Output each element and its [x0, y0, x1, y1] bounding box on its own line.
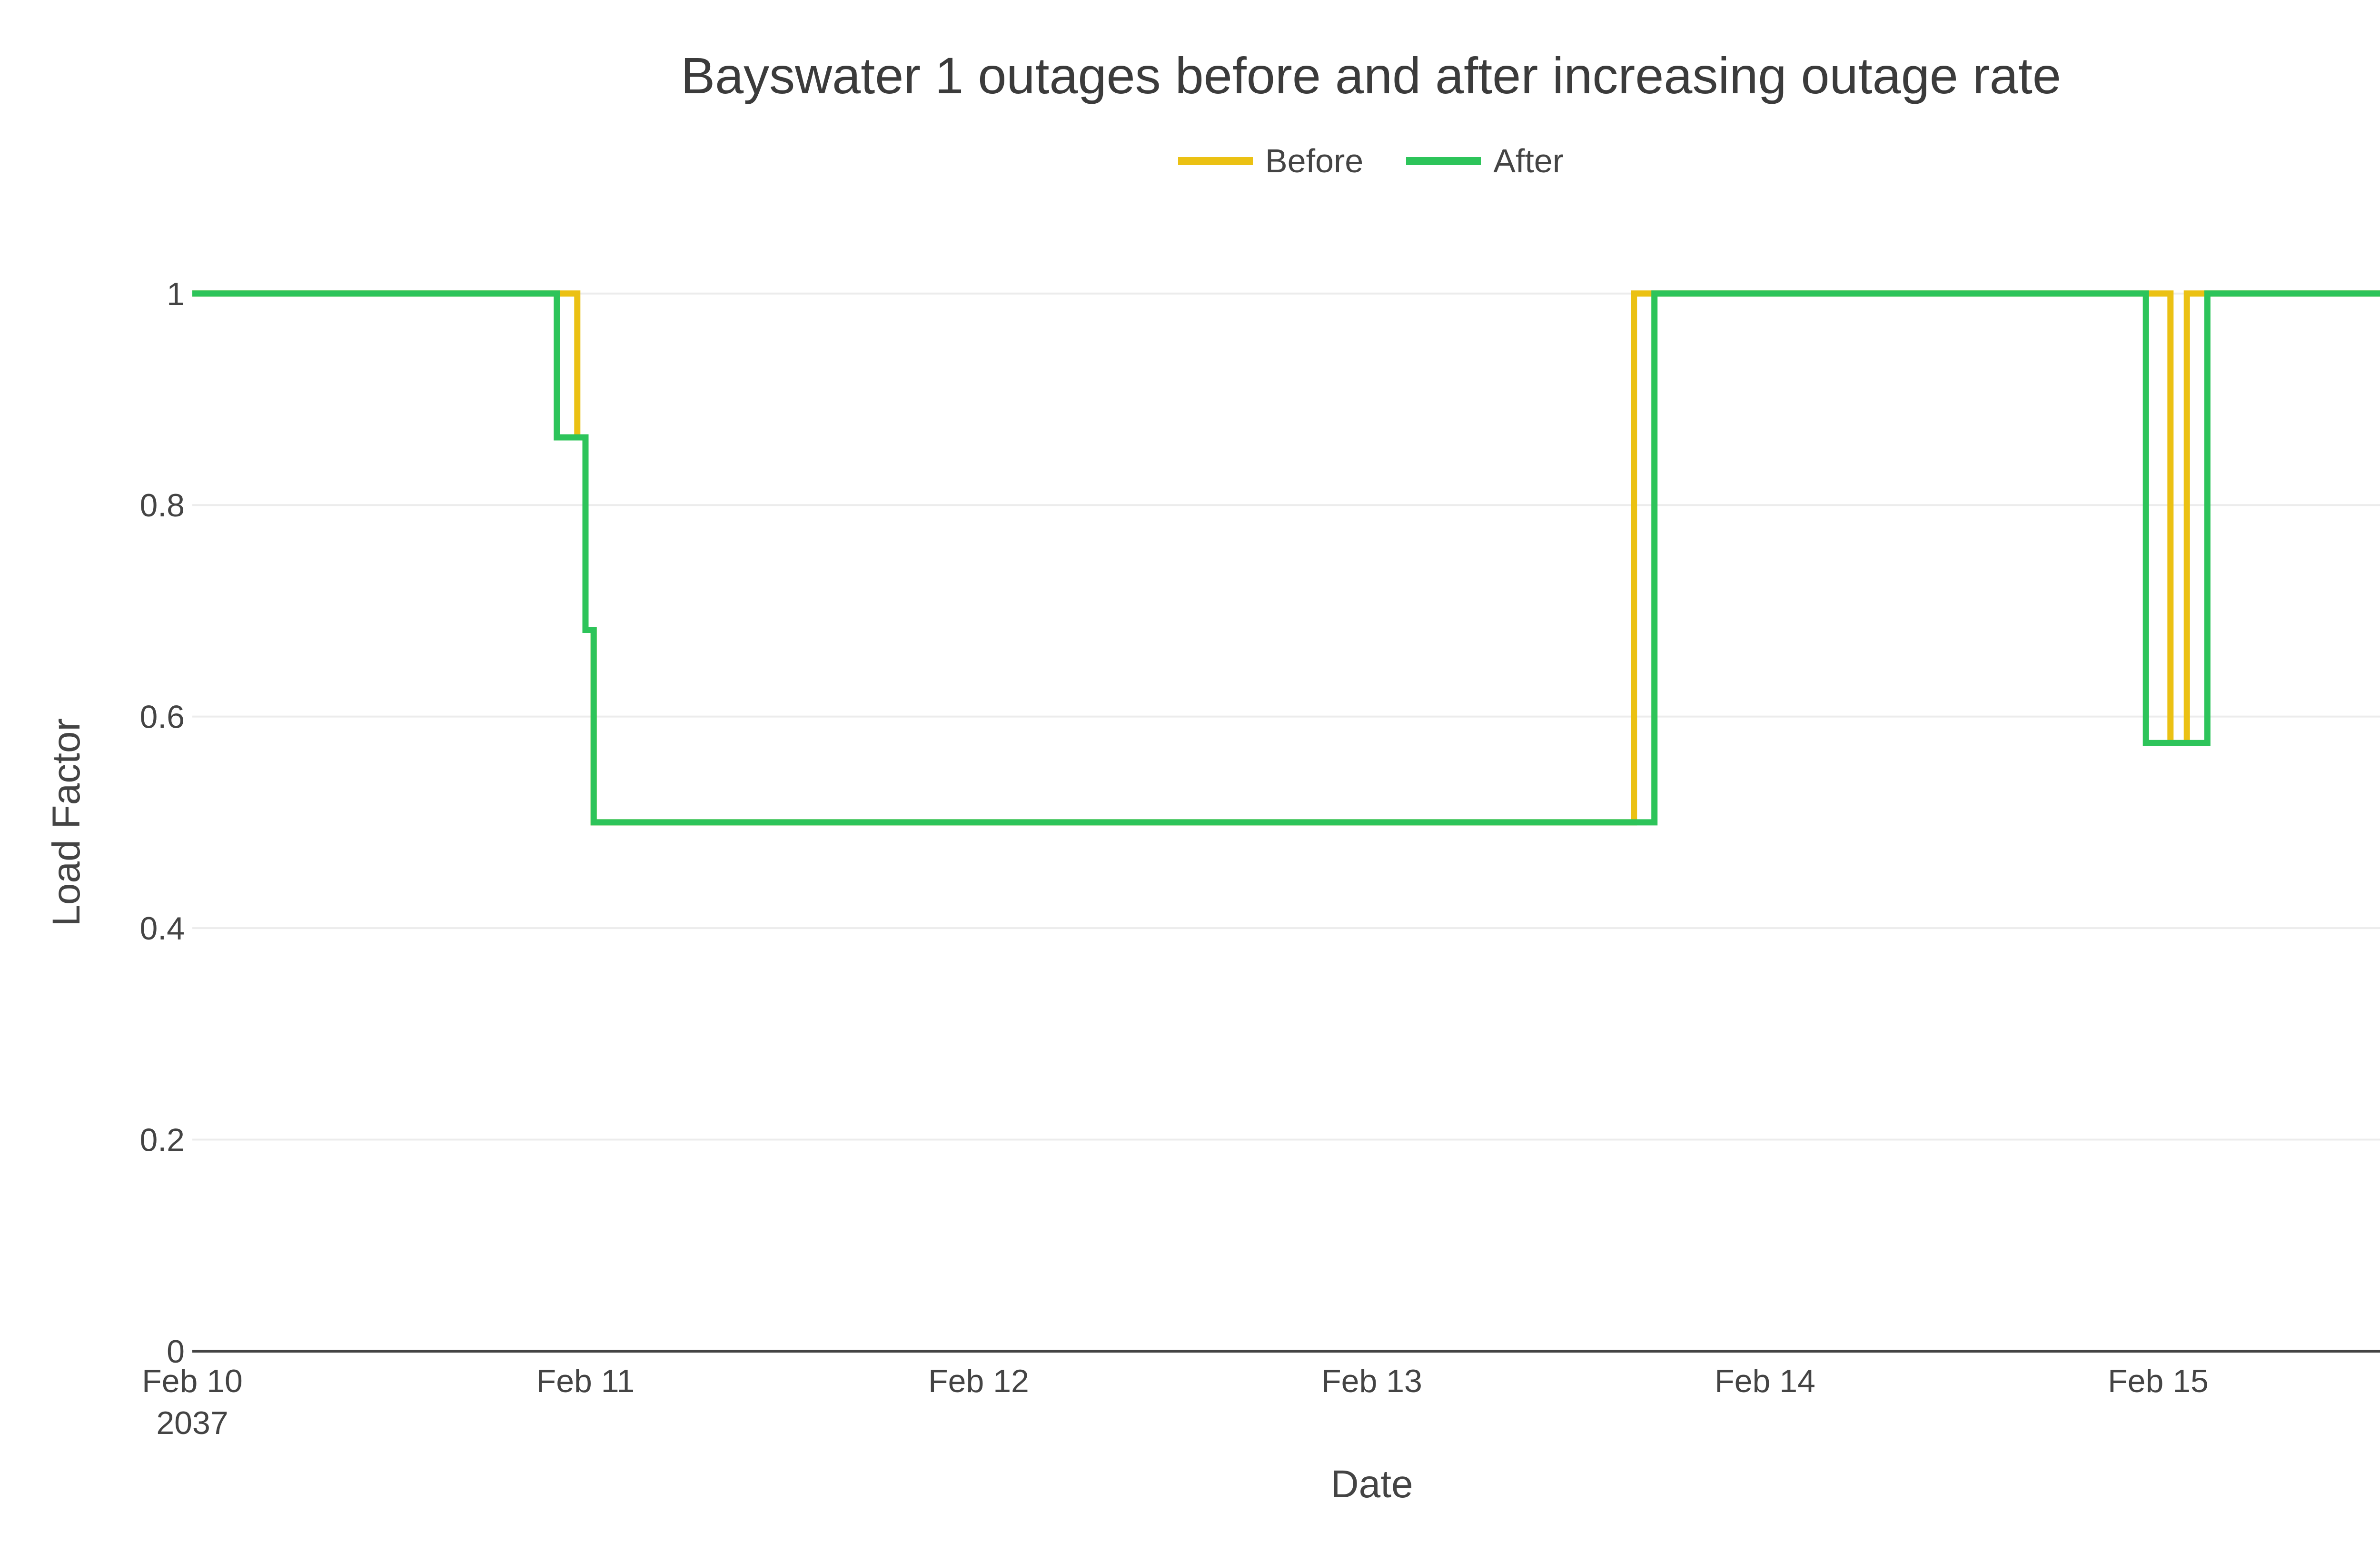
y-tick-label: 0.6 [139, 699, 185, 735]
x-tick-label: Feb 11 [536, 1363, 635, 1399]
x-tick-year-label: 2037 [156, 1405, 228, 1441]
x-axis-title: Date [1330, 1463, 1413, 1506]
y-tick-label: 0.8 [139, 487, 185, 524]
y-tick-label: 1 [167, 276, 185, 312]
x-tick-label: Feb 10 [142, 1363, 243, 1399]
legend-label-before: Before [1265, 142, 1364, 179]
legend-swatch-before-line [1178, 157, 1253, 165]
x-tick-label: Feb 13 [1321, 1363, 1422, 1399]
y-tick-label: 0.2 [139, 1122, 185, 1158]
legend-item-after[interactable]: After [1406, 142, 1564, 180]
y-axis-title: Load Factor [45, 718, 88, 927]
chart-title: Bayswater 1 outages before and after inc… [681, 47, 2061, 104]
legend-label-after: After [1493, 142, 1564, 179]
x-tick-label: Feb 12 [928, 1363, 1029, 1399]
x-tick-label: Feb 15 [2108, 1363, 2209, 1399]
y-tick-label: 0 [167, 1334, 185, 1370]
legend: Before After [0, 142, 2380, 180]
legend-swatch-after-line [1406, 157, 1481, 165]
legend-item-before[interactable]: Before [1178, 142, 1363, 180]
y-tick-label: 0.4 [139, 910, 185, 947]
series-line-after[interactable] [192, 290, 2380, 826]
series-line-before[interactable] [192, 290, 2380, 826]
x-tick-label: Feb 14 [1715, 1363, 1815, 1399]
